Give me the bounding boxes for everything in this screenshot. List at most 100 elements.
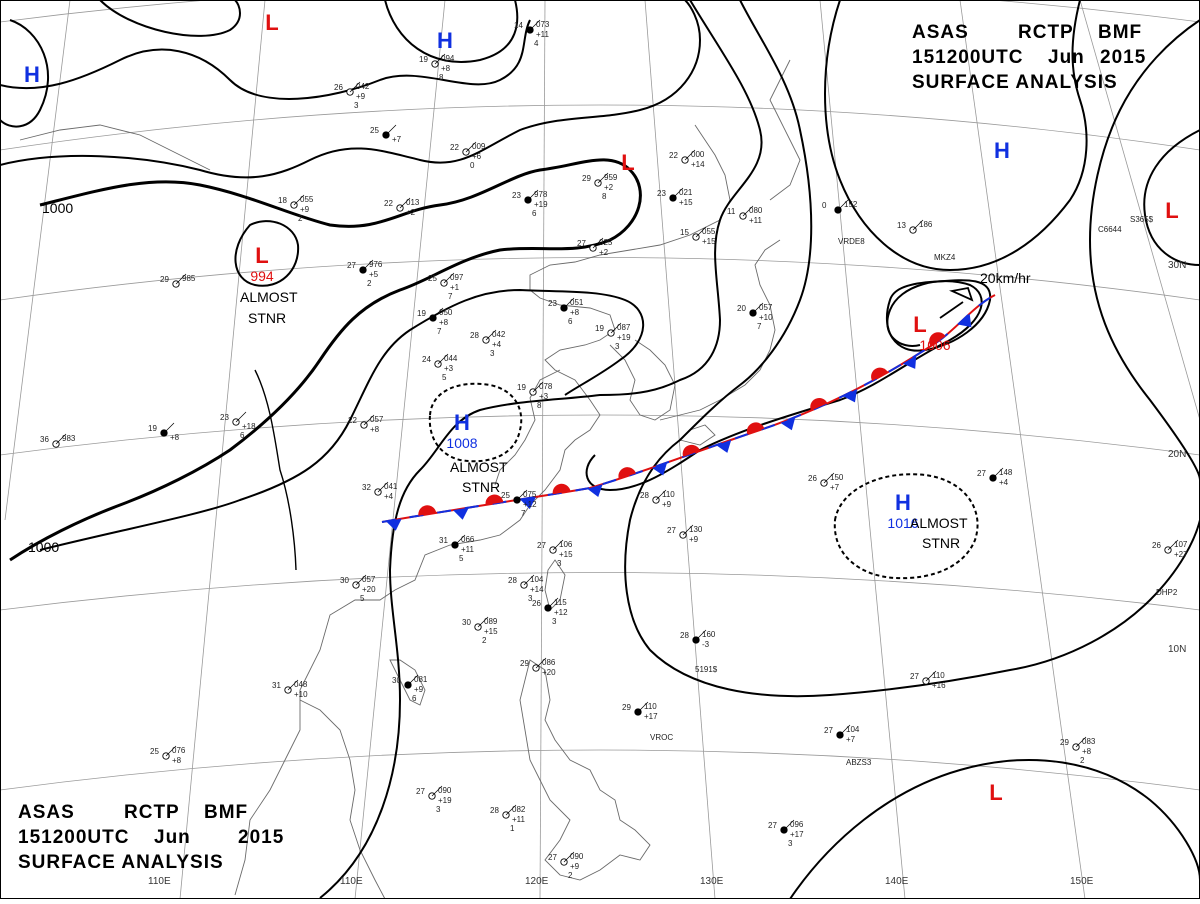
wind-barb — [505, 804, 517, 816]
station-id: ABZS3 — [846, 758, 872, 767]
station-temp: 27 — [768, 821, 777, 830]
header-office: BMF — [1098, 22, 1142, 43]
station-plot: 22 013+2 — [384, 197, 420, 217]
isobar-labels: 1000 1000 — [28, 200, 73, 555]
lon-label: 150E — [1070, 876, 1094, 887]
station-tendency: +8 — [1082, 747, 1092, 756]
low-pressure-symbol: L — [989, 780, 1002, 805]
station-temp: 24 — [422, 355, 431, 364]
wind-barb — [672, 187, 684, 199]
lat-label: 10N — [1168, 644, 1186, 655]
lon-label: 140E — [885, 876, 909, 887]
station-plot: 25 076+8 — [150, 745, 186, 765]
station-tendency: +8 — [170, 433, 180, 442]
station-tendency: +11 — [536, 30, 550, 39]
wind-barb — [362, 259, 374, 271]
station-pressure: 985 — [182, 274, 196, 283]
latitude-line — [0, 572, 1200, 611]
station-weather-code: 0 — [470, 161, 475, 170]
station-pressure: 096 — [790, 820, 804, 829]
low-pressure-symbol: L — [1165, 198, 1178, 223]
cold-front-triangle — [780, 417, 796, 431]
isobar-label: 1000 — [42, 200, 73, 216]
header-year: 2015 — [238, 827, 284, 848]
isobar — [0, 19, 49, 128]
wind-barb — [783, 819, 795, 831]
station-id: 5191$ — [695, 665, 718, 674]
motion-vector — [939, 286, 974, 319]
longitude-line — [1079, 0, 1200, 421]
station-tendency: +2 — [604, 183, 614, 192]
station-temp: 28 — [470, 331, 479, 340]
latitude-line — [0, 257, 1200, 301]
wind-barb — [547, 597, 559, 609]
station-weather-code: 3 — [490, 349, 495, 358]
station-temp: 11 — [727, 207, 736, 216]
motion-arrow-head — [949, 286, 974, 302]
station-temp: 14 — [514, 21, 523, 30]
station-pressure: 057 — [759, 303, 773, 312]
dashed-isobar-1008 — [428, 382, 523, 463]
station-temp: 23 — [512, 191, 521, 200]
station-plot: 23 +186 — [220, 411, 256, 440]
station-tendency: +6 — [472, 152, 482, 161]
station-tendency: +1 — [450, 283, 460, 292]
philippines-coastline — [519, 659, 651, 881]
station-plot: 28 110+9 — [640, 489, 675, 509]
low-pressure-symbol: L — [621, 150, 634, 175]
wind-barb — [527, 189, 539, 201]
station-temp: 27 — [910, 672, 919, 681]
station-plot: 28 160-3 — [680, 629, 716, 649]
wind-barb — [443, 272, 455, 284]
station-tendency: +8 — [370, 425, 380, 434]
station-weather-code: 8 — [439, 73, 444, 82]
lon-label: 110E — [340, 876, 363, 887]
station-pressure: 148 — [999, 468, 1013, 477]
station-pressure: 025 — [599, 238, 613, 247]
warm-front-semicircle — [618, 467, 636, 480]
lon-label: 120E — [525, 876, 549, 887]
station-temp: 29 — [622, 703, 631, 712]
station-weather-code: 7 — [437, 327, 442, 336]
station-plot: 29 083+82 — [1060, 736, 1096, 765]
station-temp: 27 — [824, 726, 833, 735]
station-temp: 27 — [667, 526, 676, 535]
wind-barb — [925, 670, 937, 682]
station-tendency: +4 — [999, 478, 1009, 487]
wind-barb — [55, 433, 67, 445]
station-tendency: +8 — [172, 756, 182, 765]
wind-barb — [432, 307, 444, 319]
stnr-note-line2: STNR — [922, 535, 960, 551]
wind-barb — [385, 124, 397, 136]
high-pressure-symbol: H — [454, 410, 470, 435]
station-temp: 22 — [384, 199, 393, 208]
header-year: 2015 — [1100, 47, 1146, 68]
axis-labels: 110E 110E 120E 130E 140E 150E 30N 20N 10… — [148, 260, 1186, 887]
station-plot: 25 097+17 — [428, 272, 464, 301]
coastlines — [19, 59, 801, 900]
station-weather-code: 5 — [459, 554, 464, 563]
bohai-coastline — [494, 369, 561, 486]
station-temp: 23 — [220, 413, 229, 422]
station-plot: 19 +8 — [148, 422, 180, 442]
latitude-line — [0, 749, 1200, 791]
cold-front-triangle — [902, 355, 917, 369]
latitude-line — [0, 104, 1200, 151]
station-pressure: 048 — [294, 680, 308, 689]
longitude-line — [539, 0, 546, 900]
station-temp: 26 — [532, 599, 541, 608]
station-weather-code: 8 — [537, 401, 542, 410]
station-temp: 19 — [517, 383, 526, 392]
station-temp: 23 — [548, 299, 557, 308]
wind-barb — [597, 172, 609, 184]
wind-barb — [355, 574, 367, 586]
isobar — [1143, 129, 1200, 266]
header-product: SURFACE ANALYSIS — [18, 852, 224, 873]
isobar — [319, 0, 763, 899]
wind-barb — [293, 194, 305, 206]
isobar — [99, 0, 241, 37]
header-top-right: ASAS RCTP BMF 151200UTC Jun 2015 SURFACE… — [912, 22, 1146, 93]
